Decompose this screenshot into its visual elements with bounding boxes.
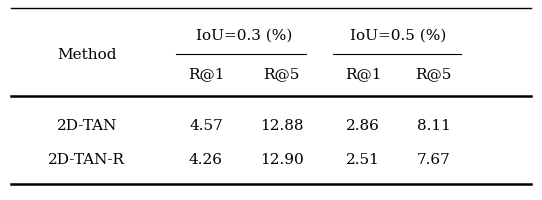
Text: R@1: R@1	[188, 67, 224, 81]
Text: 12.88: 12.88	[260, 119, 304, 133]
Text: 2D-TAN: 2D-TAN	[56, 119, 117, 133]
Text: Method: Method	[57, 48, 117, 62]
Text: IoU=0.3 (%): IoU=0.3 (%)	[196, 29, 292, 43]
Text: 7.67: 7.67	[417, 153, 450, 167]
Text: 4.57: 4.57	[189, 119, 223, 133]
Text: 8.11: 8.11	[417, 119, 450, 133]
Text: IoU=0.5 (%): IoU=0.5 (%)	[350, 29, 447, 43]
Text: R@5: R@5	[263, 67, 300, 81]
Text: 4.26: 4.26	[189, 153, 223, 167]
Text: 12.90: 12.90	[260, 153, 304, 167]
Text: R@1: R@1	[345, 67, 382, 81]
Text: 2.51: 2.51	[346, 153, 380, 167]
Text: R@5: R@5	[415, 67, 452, 81]
Text: 2D-TAN-R: 2D-TAN-R	[48, 153, 125, 167]
Text: 2.86: 2.86	[346, 119, 380, 133]
